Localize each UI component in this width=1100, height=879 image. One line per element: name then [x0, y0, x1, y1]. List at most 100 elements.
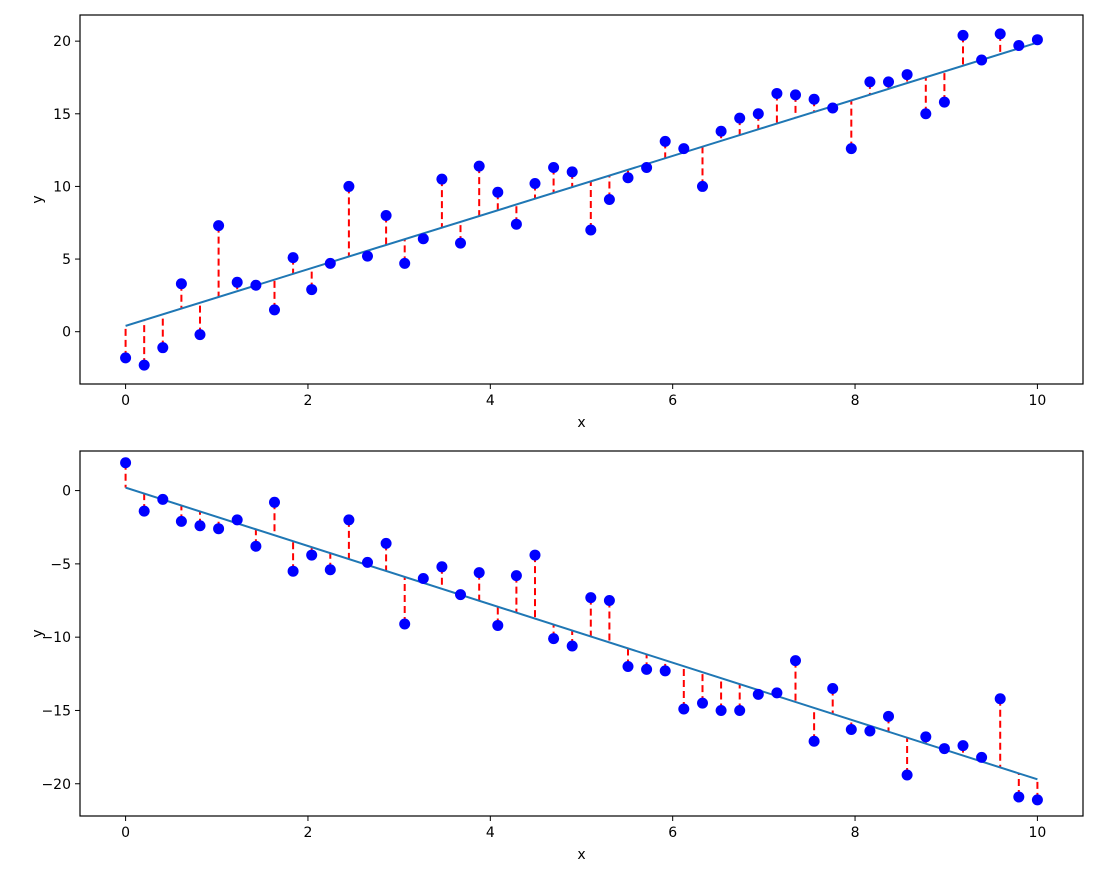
- residual-lines: [124, 33, 1039, 366]
- data-point: [324, 257, 336, 269]
- data-point: [976, 751, 988, 763]
- axes-frame: [79, 450, 1084, 817]
- data-point: [957, 740, 969, 752]
- data-point: [920, 731, 932, 743]
- y-tick-label: −5: [50, 557, 71, 573]
- data-point: [548, 633, 560, 645]
- x-tick-label: 10: [1028, 825, 1046, 841]
- data-point: [771, 87, 783, 99]
- data-point: [306, 549, 318, 561]
- subplot-1: 0 2 4 6 8 10 0 5 10 15 20 x y: [30, 14, 1084, 431]
- data-point: [436, 173, 448, 185]
- data-point: [827, 682, 839, 694]
- y-tick-label: 20: [53, 34, 71, 50]
- data-point: [231, 276, 243, 288]
- data-point: [120, 457, 132, 469]
- x-tick-label: 4: [486, 393, 495, 409]
- data-point: [492, 186, 504, 198]
- data-point: [585, 224, 597, 236]
- data-point: [455, 237, 467, 249]
- data-points: [120, 457, 1043, 806]
- data-point: [213, 523, 225, 535]
- data-point: [548, 162, 560, 174]
- axes-frame: [79, 14, 1084, 385]
- data-point: [715, 704, 727, 716]
- data-point: [883, 76, 895, 88]
- x-tick-label: 4: [486, 825, 495, 841]
- data-point: [361, 250, 373, 262]
- data-point: [622, 660, 634, 672]
- data-point: [976, 54, 988, 66]
- data-point: [808, 93, 820, 105]
- data-point: [1031, 34, 1043, 46]
- data-point: [790, 89, 802, 101]
- data-point: [250, 540, 262, 552]
- data-point: [306, 284, 318, 296]
- data-point: [864, 76, 876, 88]
- data-point: [678, 703, 690, 715]
- data-point: [194, 520, 206, 532]
- y-tick-label: 10: [53, 179, 71, 195]
- data-point: [585, 592, 597, 604]
- x-tick-label: 2: [303, 393, 312, 409]
- data-point: [752, 688, 764, 700]
- data-point: [380, 209, 392, 221]
- data-point: [417, 573, 429, 585]
- y-tick-label: 0: [62, 484, 71, 500]
- data-point: [938, 96, 950, 108]
- data-point: [957, 29, 969, 41]
- data-point: [1031, 794, 1043, 806]
- data-point: [641, 663, 653, 675]
- data-point: [343, 180, 355, 192]
- y-axis-label: y: [30, 195, 46, 203]
- data-point: [827, 102, 839, 114]
- y-tick-label: 15: [53, 107, 71, 123]
- data-point: [734, 112, 746, 124]
- x-tick-label: 6: [668, 825, 677, 841]
- y-tick-label: −10: [41, 630, 71, 646]
- data-point: [287, 252, 299, 264]
- data-point: [324, 564, 336, 576]
- data-point: [808, 735, 820, 747]
- data-point: [603, 194, 615, 205]
- data-point: [938, 743, 950, 755]
- data-point: [696, 697, 708, 709]
- data-point: [659, 665, 671, 677]
- data-point: [603, 595, 615, 607]
- data-point: [268, 496, 280, 508]
- data-point: [901, 769, 913, 781]
- data-point: [994, 693, 1006, 705]
- data-point: [510, 570, 522, 582]
- x-tick-label: 6: [668, 393, 677, 409]
- data-point: [864, 725, 876, 737]
- fit-line: [125, 41, 1038, 327]
- data-point: [510, 218, 522, 230]
- data-point: [157, 342, 169, 354]
- data-point: [268, 304, 280, 316]
- data-point: [417, 233, 429, 245]
- data-point: [529, 178, 541, 190]
- data-point: [361, 556, 373, 568]
- data-point: [231, 514, 243, 526]
- y-axis-label: y: [30, 629, 46, 637]
- data-point: [250, 279, 262, 291]
- x-axis-label: x: [577, 847, 585, 863]
- data-point: [641, 162, 653, 174]
- y-tick-label: −15: [41, 703, 71, 719]
- data-point: [213, 220, 225, 232]
- x-tick-label: 10: [1028, 393, 1046, 409]
- data-point: [1013, 40, 1025, 52]
- data-point: [194, 329, 206, 341]
- fit-line: [125, 486, 1038, 781]
- data-point: [399, 618, 411, 630]
- data-point: [752, 108, 764, 120]
- data-point: [715, 125, 727, 137]
- data-point: [901, 69, 913, 81]
- data-point: [473, 160, 485, 172]
- y-tick-label: −20: [41, 777, 71, 793]
- x-tick-label: 8: [851, 825, 860, 841]
- data-point: [845, 724, 857, 736]
- x-tick-label: 0: [121, 393, 130, 409]
- y-tick-label: 5: [62, 252, 71, 268]
